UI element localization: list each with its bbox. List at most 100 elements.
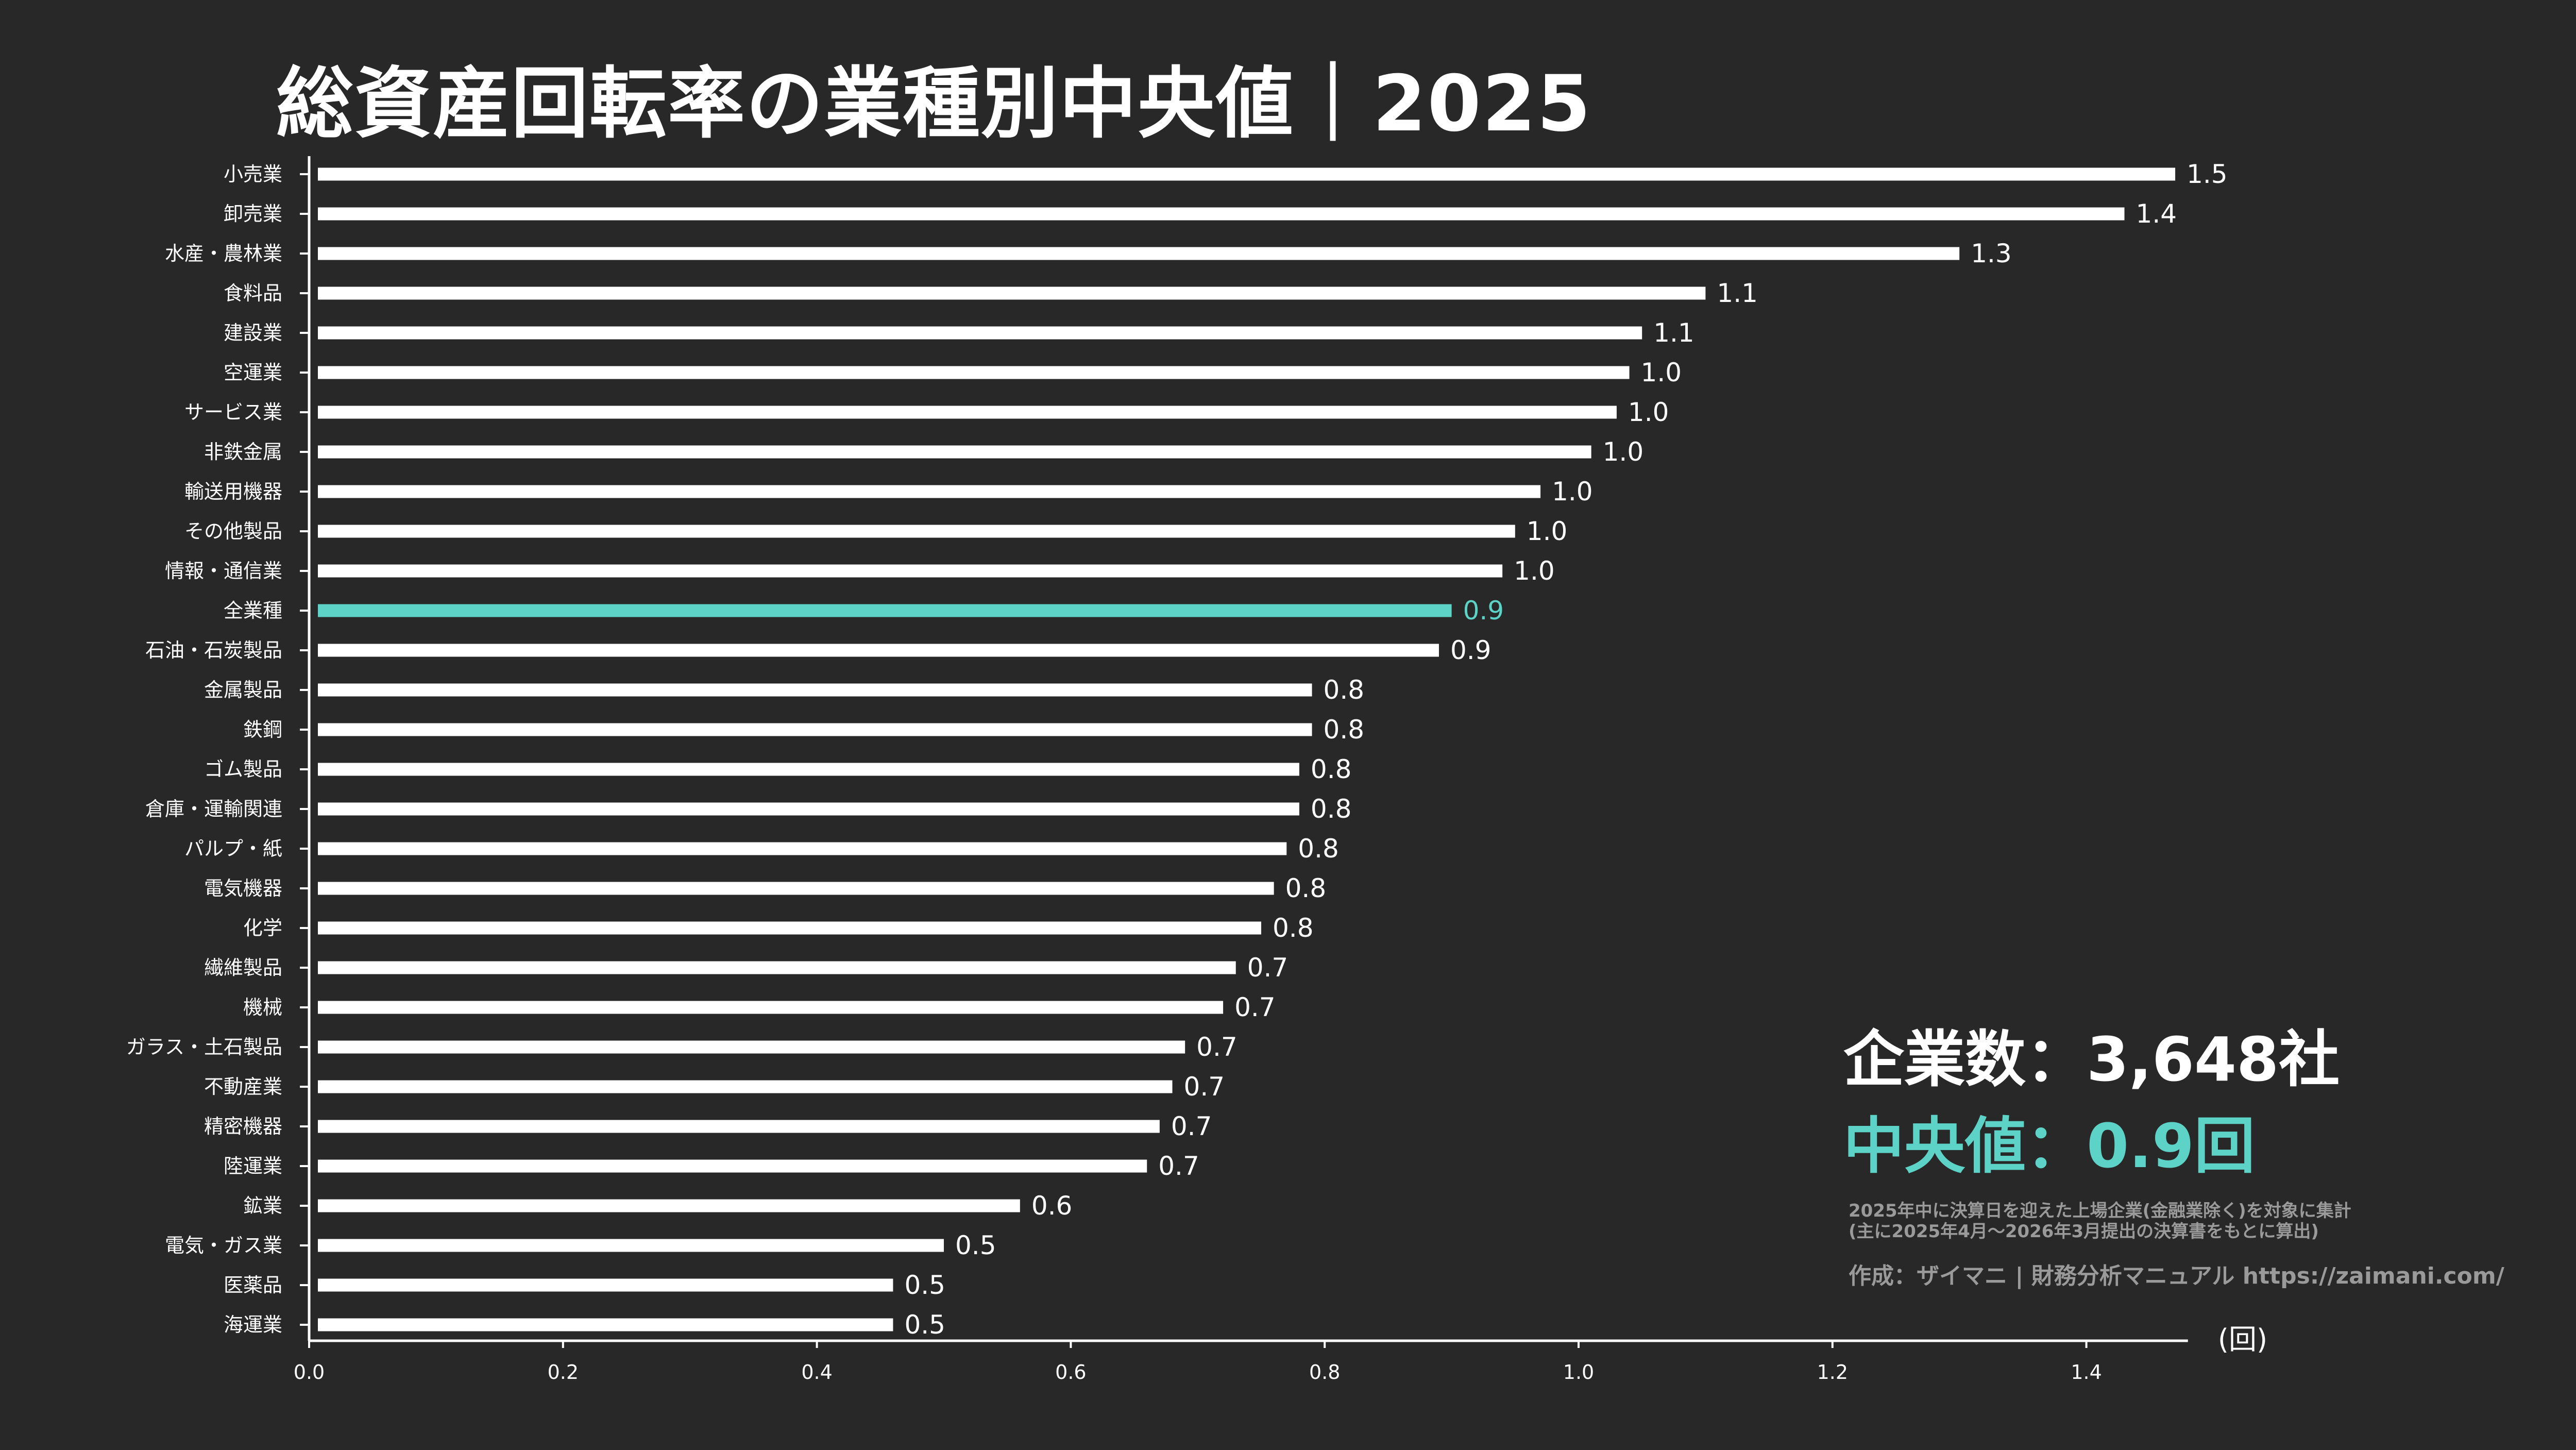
data-label: 1.0 (1552, 477, 1593, 507)
x-tick-label: 1.2 (1817, 1361, 1848, 1384)
data-label: 1.5 (2187, 159, 2228, 189)
data-label: 0.7 (1158, 1151, 1199, 1181)
credit: 作成：ザイマニ | 財務分析マニュアル https://zaimani.com/ (1849, 1263, 2504, 1289)
category-label: パルプ・紙 (184, 837, 282, 860)
bar (318, 1120, 1160, 1133)
category-label: 食料品 (224, 282, 282, 305)
bar (318, 763, 1299, 776)
bar (318, 882, 1274, 895)
data-label: 0.8 (1298, 834, 1339, 864)
bar (318, 366, 1630, 379)
category-label: 繊維製品 (204, 956, 282, 979)
x-tick-label: 0.2 (548, 1361, 579, 1384)
data-label: 0.7 (1184, 1072, 1225, 1102)
category-label: 石油・石炭製品 (145, 639, 282, 662)
x-tick-label: 0.8 (1309, 1361, 1340, 1384)
bar (318, 445, 1591, 459)
data-label: 1.3 (1971, 239, 2012, 268)
bar (318, 247, 1960, 260)
data-label: 0.9 (1463, 596, 1504, 626)
bar (318, 326, 1642, 340)
data-label: 0.7 (1171, 1111, 1212, 1141)
bar (318, 564, 1503, 578)
bar (318, 167, 2176, 181)
data-label: 0.7 (1247, 953, 1289, 983)
category-label: 鉄鋼 (243, 718, 282, 741)
category-label: 陸運業 (224, 1155, 282, 1177)
bar (318, 525, 1515, 538)
category-label: 水産・農林業 (165, 242, 282, 265)
category-label: ガラス・土石製品 (126, 1036, 282, 1058)
bar (318, 406, 1617, 419)
category-label: 非鉄金属 (204, 441, 282, 463)
bar (318, 1318, 893, 1331)
bar (318, 921, 1261, 935)
x-tick-label: 0.0 (294, 1361, 325, 1384)
category-label: ゴム製品 (204, 758, 282, 781)
bar (318, 723, 1312, 736)
bar (318, 1040, 1185, 1054)
category-label: 空運業 (224, 361, 282, 384)
category-label: 全業種 (224, 599, 282, 622)
company-count: 企業数：3,648社 (1843, 1024, 2340, 1095)
median-value: 中央値：0.9回 (1843, 1110, 2256, 1182)
category-label: 機械 (243, 996, 282, 1019)
data-label: 1.4 (2136, 199, 2177, 229)
data-label: 1.0 (1628, 397, 1669, 427)
data-label: 1.1 (1653, 318, 1694, 348)
data-label: 1.0 (1603, 437, 1644, 467)
data-label: 0.8 (1324, 715, 1365, 745)
category-label: 建設業 (224, 322, 282, 344)
category-label: 不動産業 (204, 1075, 282, 1098)
category-label: 化学 (243, 917, 282, 939)
bar (318, 485, 1541, 498)
data-label: 0.7 (1196, 1032, 1238, 1062)
bar (318, 1159, 1147, 1173)
data-label: 0.8 (1324, 675, 1365, 705)
bar-highlight (318, 604, 1452, 617)
category-label: 電気機器 (204, 877, 282, 900)
category-label: 卸売業 (224, 203, 282, 225)
chart-title: 総資産回転率の業種別中央値｜2025 (276, 59, 1592, 149)
category-label: その他製品 (184, 520, 282, 543)
data-label: 0.8 (1285, 873, 1327, 903)
note-line-2: (主に2025年4月〜2026年3月提出の決算書をもとに算出) (1849, 1221, 2319, 1242)
x-tick-label: 0.6 (1055, 1361, 1086, 1384)
data-label: 1.0 (1641, 358, 1682, 387)
category-label: 海運業 (224, 1313, 282, 1336)
category-label: 小売業 (224, 163, 282, 186)
data-label: 0.5 (904, 1310, 945, 1340)
data-label: 0.7 (1234, 992, 1276, 1022)
bar (318, 683, 1312, 697)
category-label: 電気・ガス業 (165, 1234, 282, 1257)
bar (318, 1239, 944, 1252)
bar (318, 961, 1236, 974)
data-label: 0.6 (1031, 1191, 1073, 1221)
category-label: 医薬品 (224, 1274, 282, 1296)
data-label: 1.1 (1717, 278, 1758, 308)
bar (318, 1001, 1224, 1014)
category-label: 倉庫・運輸関連 (145, 798, 282, 820)
data-label: 1.0 (1514, 556, 1555, 586)
bar (318, 207, 2125, 221)
x-tick-label: 1.4 (2071, 1361, 2102, 1384)
data-label: 1.0 (1527, 516, 1568, 546)
category-label: 精密機器 (204, 1115, 282, 1138)
data-label: 0.5 (904, 1270, 945, 1300)
data-label: 0.9 (1450, 635, 1492, 665)
category-label: 輸送用機器 (184, 480, 282, 503)
bar (318, 286, 1706, 300)
data-label: 0.8 (1311, 794, 1352, 824)
x-tick-label: 0.4 (801, 1361, 832, 1384)
data-label: 0.8 (1273, 913, 1314, 943)
category-label: 情報・通信業 (165, 560, 282, 582)
category-label: 鉱業 (243, 1194, 282, 1217)
category-label: サービス業 (184, 401, 282, 424)
bar (318, 644, 1439, 657)
bar (318, 1080, 1173, 1093)
bar (318, 842, 1287, 855)
bar (318, 802, 1299, 816)
x-axis-unit-label: (回) (2218, 1323, 2267, 1356)
bar (318, 1199, 1020, 1212)
